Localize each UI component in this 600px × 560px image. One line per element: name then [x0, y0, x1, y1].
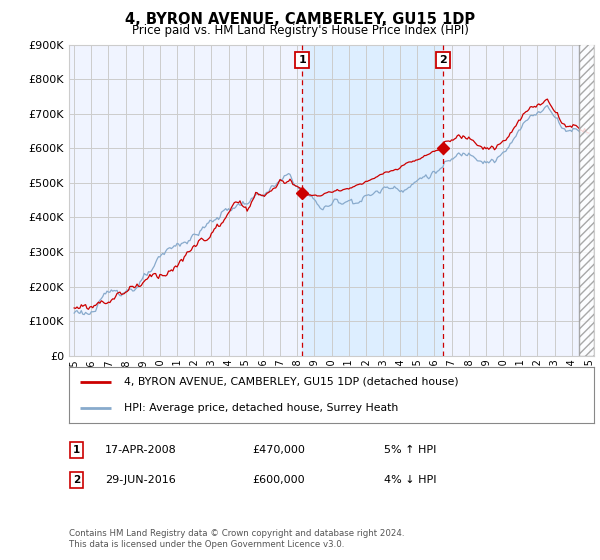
Text: 2: 2 — [439, 55, 447, 66]
Text: 2: 2 — [73, 475, 80, 485]
Text: £600,000: £600,000 — [252, 475, 305, 485]
Bar — [302, 45, 443, 356]
Text: 4% ↓ HPI: 4% ↓ HPI — [384, 475, 437, 485]
Text: 1: 1 — [73, 445, 80, 455]
Text: £470,000: £470,000 — [252, 445, 305, 455]
Text: Price paid vs. HM Land Registry's House Price Index (HPI): Price paid vs. HM Land Registry's House … — [131, 24, 469, 36]
Text: 5% ↑ HPI: 5% ↑ HPI — [384, 445, 436, 455]
Text: 4, BYRON AVENUE, CAMBERLEY, GU15 1DP: 4, BYRON AVENUE, CAMBERLEY, GU15 1DP — [125, 12, 475, 27]
Text: 17-APR-2008: 17-APR-2008 — [105, 445, 177, 455]
Text: 4, BYRON AVENUE, CAMBERLEY, GU15 1DP (detached house): 4, BYRON AVENUE, CAMBERLEY, GU15 1DP (de… — [124, 377, 459, 387]
Text: Contains HM Land Registry data © Crown copyright and database right 2024.
This d: Contains HM Land Registry data © Crown c… — [69, 529, 404, 549]
Text: 1: 1 — [298, 55, 306, 66]
Text: HPI: Average price, detached house, Surrey Heath: HPI: Average price, detached house, Surr… — [124, 403, 398, 413]
Text: 29-JUN-2016: 29-JUN-2016 — [105, 475, 176, 485]
